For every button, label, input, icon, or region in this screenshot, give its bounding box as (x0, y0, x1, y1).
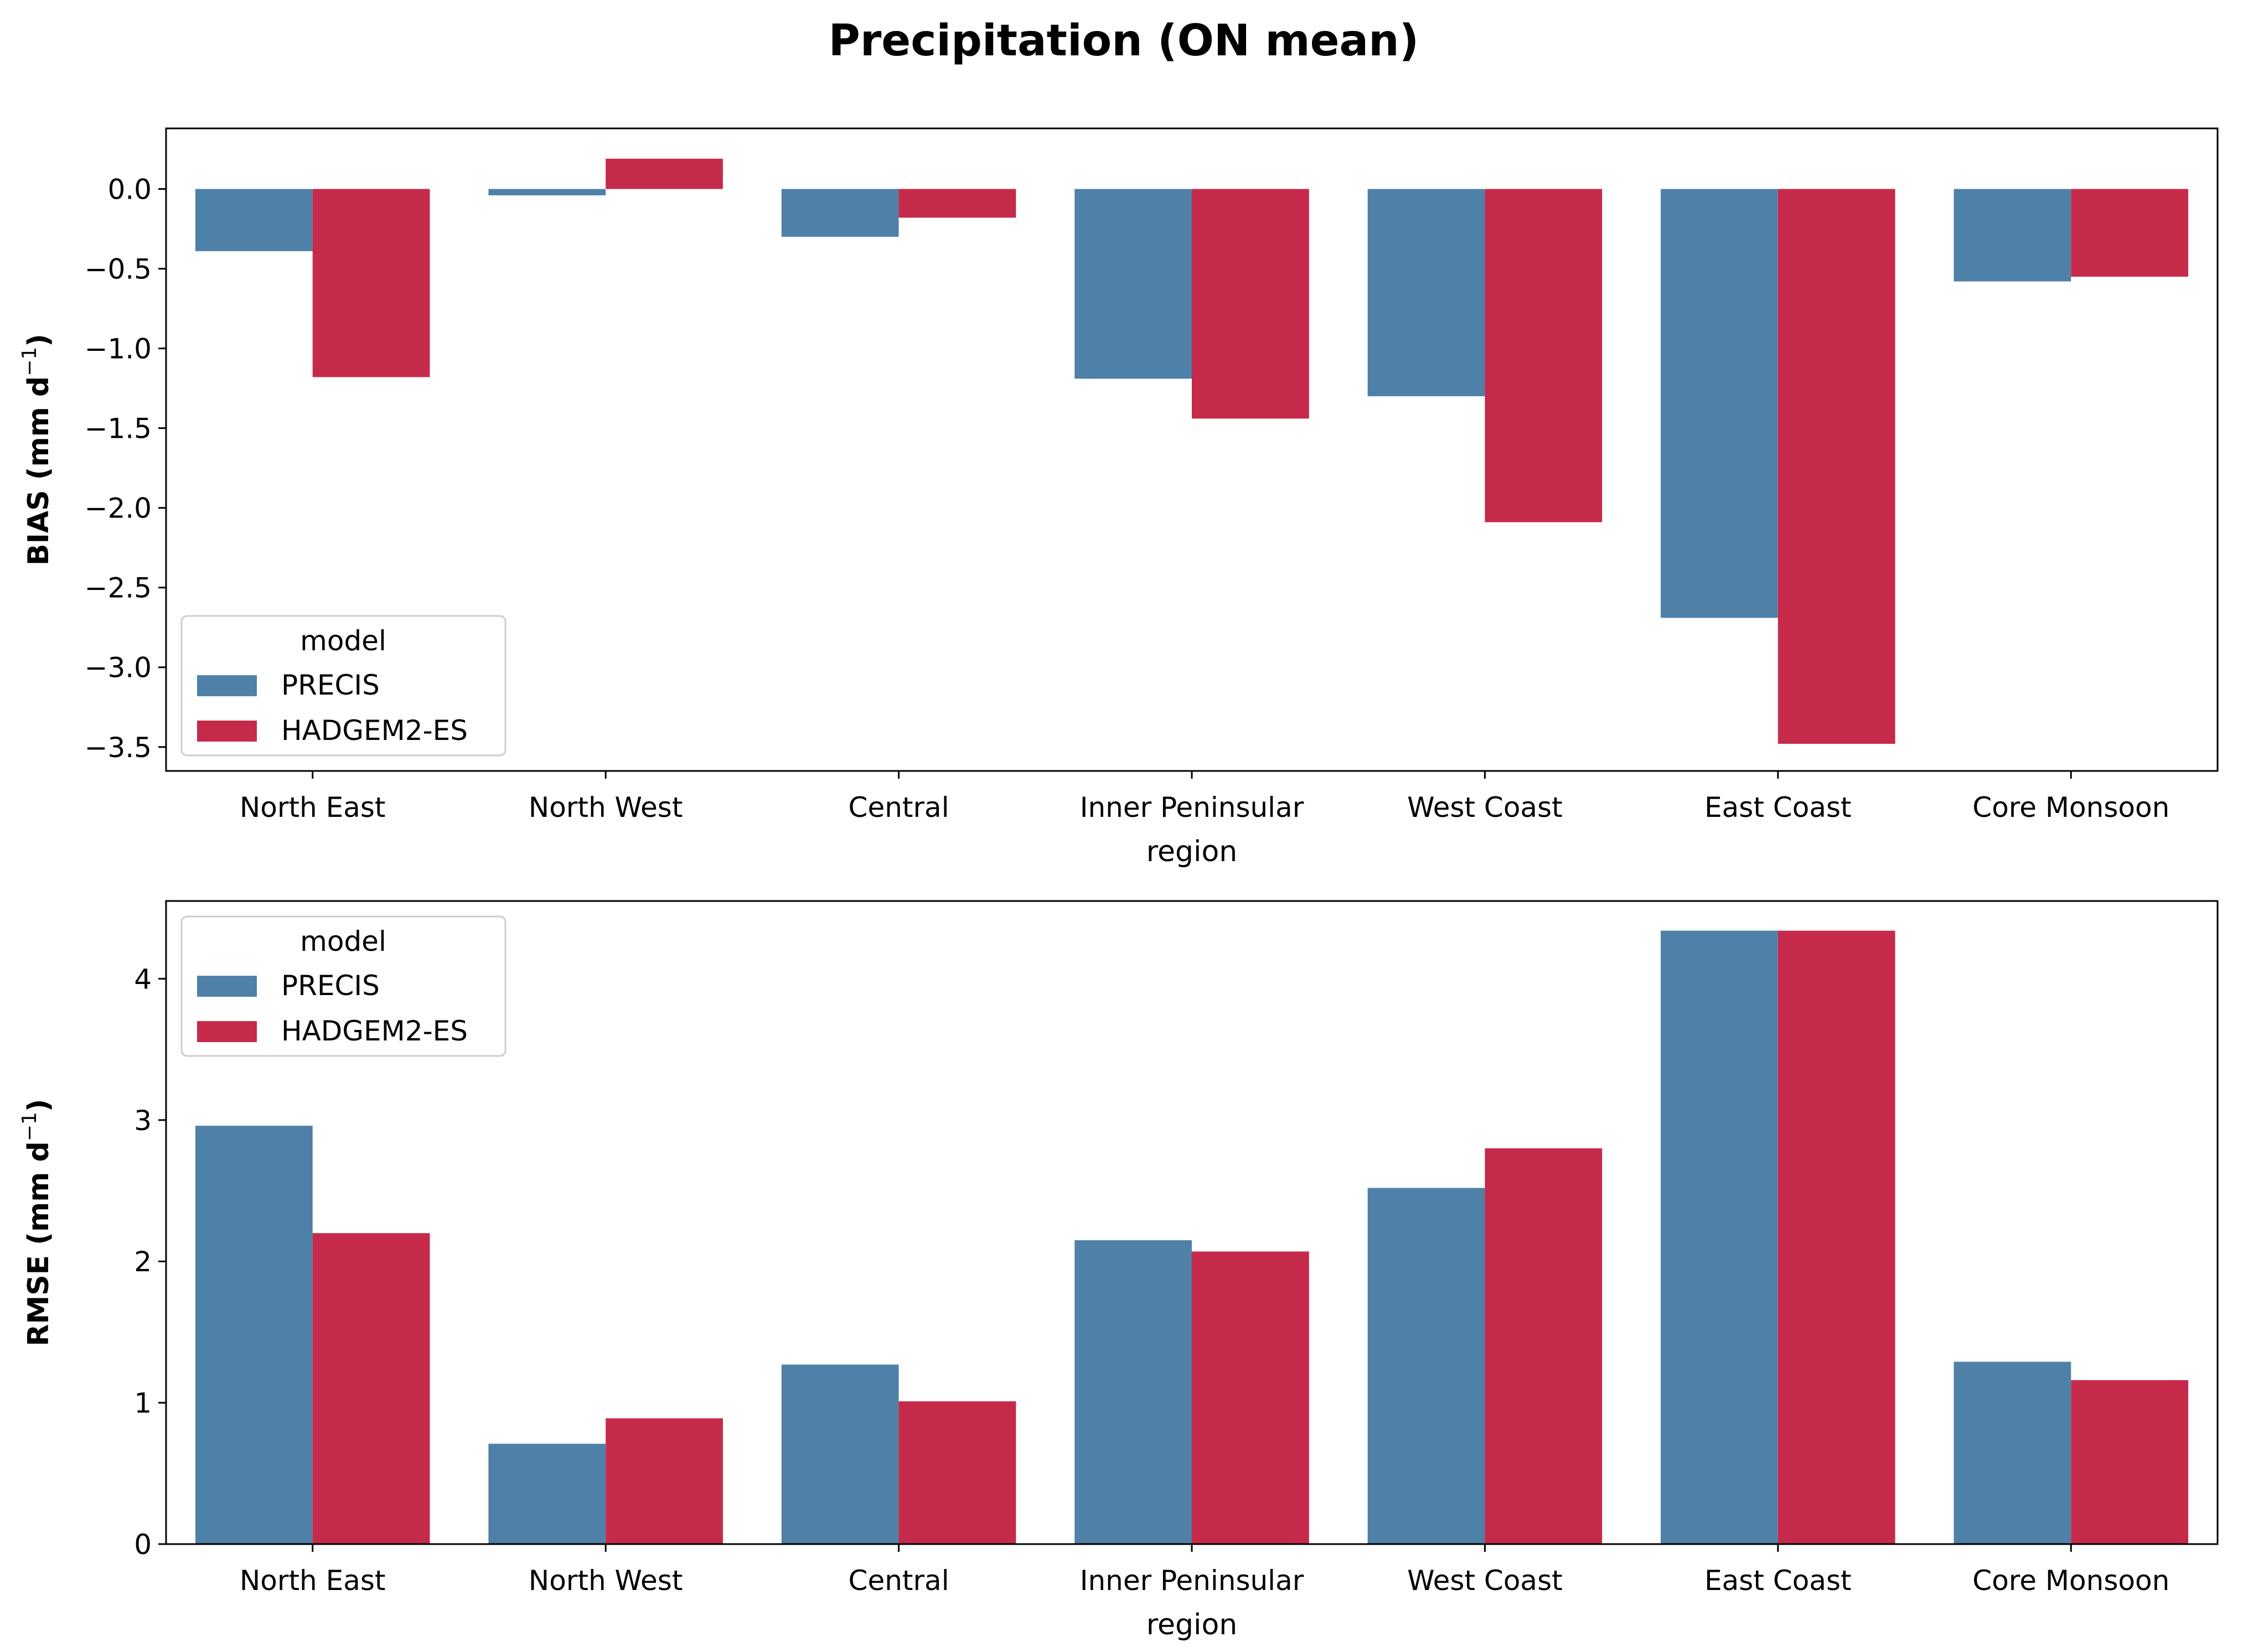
bar-precis-core-monsoon (1954, 189, 2071, 282)
y-tick-label: −3.0 (85, 652, 152, 684)
bar-hadgem2-es-central (898, 189, 1016, 218)
x-tick-label: Inner Peninsular (1080, 1565, 1304, 1597)
bar-precis-east-coast (1661, 189, 1778, 618)
y-tick-label: 1 (134, 1387, 152, 1420)
bar-precis-north-west (488, 1443, 606, 1544)
legend-box (180, 615, 507, 757)
legend-title: model (300, 925, 386, 957)
bar-precis-west-coast (1367, 189, 1485, 396)
bar-hadgem2-es-core-monsoon (2071, 189, 2189, 277)
bar-precis-central (781, 1364, 899, 1544)
y-tick-label: 4 (134, 963, 152, 995)
legend-entry-precis: PRECIS (281, 970, 380, 1002)
bar-hadgem2-es-north-east (312, 189, 430, 377)
bar-hadgem2-es-east-coast (1777, 930, 1895, 1544)
bar-precis-core-monsoon (1954, 1361, 2071, 1544)
legend-entry-hadgem2-es: HADGEM2-ES (281, 1015, 468, 1047)
bar-precis-east-coast (1661, 930, 1778, 1544)
y-tick-label: −0.5 (85, 253, 152, 286)
legend-entry-precis: PRECIS (281, 669, 380, 701)
bar-hadgem2-es-north-west (606, 158, 723, 189)
x-axis-label: region (1146, 1608, 1237, 1641)
figure-title: Precipitation (ON mean) (829, 16, 1419, 66)
legend-title: model (300, 625, 386, 657)
x-axis-label: region (1146, 835, 1237, 868)
bar-hadgem2-es-core-monsoon (2071, 1380, 2189, 1544)
bar-hadgem2-es-north-east (312, 1233, 430, 1544)
bias-legend: model PRECIS HADGEM2-ES (180, 615, 507, 757)
bar-hadgem2-es-west-coast (1485, 1148, 1603, 1544)
bar-precis-inner-peninsular (1074, 189, 1192, 379)
y-tick-label: −1.0 (85, 333, 152, 365)
rmse-legend: model PRECIS HADGEM2-ES (180, 915, 507, 1057)
legend-swatch-hadgem2-es (197, 721, 257, 742)
x-tick-label: West Coast (1407, 791, 1563, 824)
x-tick-label: North West (529, 791, 683, 824)
y-axis-label: BIAS (mm d−1) (18, 334, 55, 566)
bar-hadgem2-es-east-coast (1777, 189, 1895, 744)
bar-hadgem2-es-inner-peninsular (1192, 1251, 1309, 1544)
y-axis-label: RMSE (mm d−1) (18, 1099, 55, 1346)
rmse-chart: 0 1 2 3 4 North East North West Central Inner Pe… (18, 900, 2219, 1641)
y-tick-label: 2 (134, 1246, 152, 1278)
y-tick-label: −3.5 (85, 732, 152, 764)
legend-swatch-hadgem2-es (197, 1021, 257, 1042)
y-tick-label: −2.0 (85, 493, 152, 525)
x-tick-label: North East (240, 791, 386, 824)
y-tick-label: 3 (134, 1105, 152, 1137)
x-tick-label: Core Monsoon (1972, 1565, 2169, 1597)
bar-hadgem2-es-inner-peninsular (1192, 189, 1309, 419)
x-tick-label: Inner Peninsular (1080, 791, 1304, 824)
bar-precis-north-east (195, 1126, 313, 1544)
bar-precis-north-east (195, 189, 313, 251)
x-tick-label: Central (849, 1565, 949, 1597)
x-tick-label: North West (529, 1565, 683, 1597)
y-tick-label: 0 (134, 1529, 152, 1561)
y-tick-label: 0.0 (107, 173, 152, 205)
bar-precis-inner-peninsular (1074, 1240, 1192, 1544)
y-tick-label: −1.5 (85, 413, 152, 445)
legend-swatch-precis (197, 976, 257, 997)
x-tick-label: North East (240, 1565, 386, 1597)
bar-hadgem2-es-central (898, 1401, 1016, 1544)
bar-hadgem2-es-west-coast (1485, 189, 1603, 522)
bar-precis-central (781, 189, 899, 237)
legend-box (180, 915, 507, 1057)
legend-swatch-precis (197, 675, 257, 696)
legend-entry-hadgem2-es: HADGEM2-ES (281, 714, 468, 747)
bias-chart: 0.0 −0.5 −1.0 −1.5 −2.0 −2.5 −3.0 −3.5 North Eas… (18, 127, 2219, 868)
bar-precis-west-coast (1367, 1188, 1485, 1544)
x-tick-label: Core Monsoon (1972, 791, 2169, 824)
bar-hadgem2-es-north-west (606, 1418, 723, 1544)
y-tick-label: −2.5 (85, 572, 152, 604)
x-tick-label: Central (849, 791, 949, 824)
x-tick-label: West Coast (1407, 1565, 1563, 1597)
x-tick-label: East Coast (1704, 791, 1852, 824)
bar-precis-north-west (488, 189, 606, 195)
x-tick-label: East Coast (1704, 1565, 1852, 1597)
